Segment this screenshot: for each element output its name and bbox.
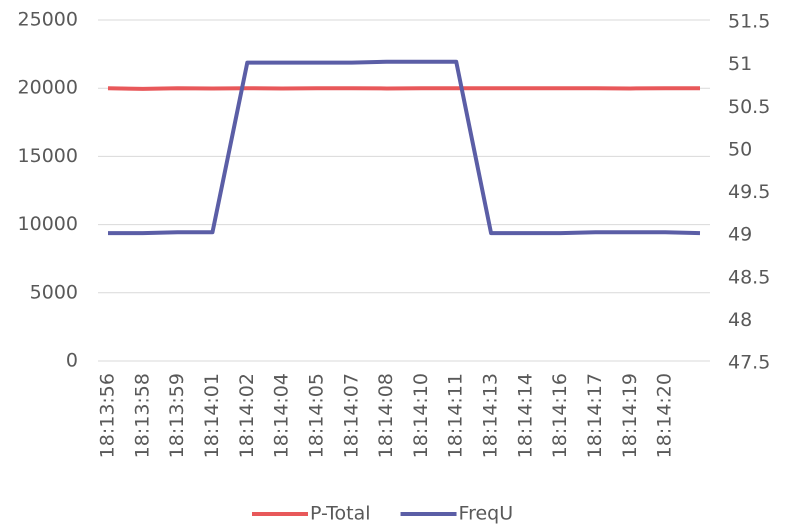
x-tick-label: 18:14:20 (654, 373, 676, 458)
y-tick-label: 20000 (18, 77, 78, 99)
x-tick-label: 18:14:13 (480, 373, 502, 458)
x-tick-label: 18:13:56 (97, 373, 119, 458)
y2-tick-label: 48.5 (728, 266, 770, 288)
y2-tick-label: 49 (728, 224, 752, 246)
legend-label: P-Total (310, 503, 371, 525)
y-tick-label: 10000 (18, 213, 78, 235)
y2-tick-label: 50.5 (728, 96, 770, 118)
y2-tick-label: 51 (728, 53, 752, 75)
y-tick-label: 0 (66, 350, 78, 372)
y2-tick-label: 50 (728, 138, 752, 160)
y2-tick-label: 47.5 (728, 352, 770, 374)
x-tick-label: 18:14:14 (514, 373, 536, 458)
x-tick-label: 18:14:11 (445, 373, 467, 458)
x-tick-label: 18:14:16 (549, 373, 571, 458)
x-tick-label: 18:14:04 (271, 373, 293, 458)
y-tick-label: 15000 (18, 145, 78, 167)
x-tick-label: 18:14:07 (340, 373, 362, 458)
y2-tick-label: 48 (728, 309, 752, 331)
x-tick-label: 18:14:10 (410, 373, 432, 458)
series-line (107, 86, 700, 91)
x-tick-label: 18:13:58 (131, 373, 153, 458)
y2-tick-label: 51.5 (728, 11, 770, 33)
x-tick-label: 18:14:08 (375, 373, 397, 458)
x-tick-label: 18:14:01 (201, 373, 223, 458)
legend-label: FreqU (459, 503, 514, 525)
x-tick-label: 18:14:19 (619, 373, 641, 458)
series-line (108, 59, 701, 236)
x-tick-label: 18:13:59 (166, 373, 188, 458)
x-tick-label: 18:14:05 (305, 373, 327, 458)
x-tick-label: 18:14:02 (236, 373, 258, 458)
x-tick-label: 18:14:17 (584, 373, 606, 458)
y-tick-label: 5000 (30, 281, 78, 303)
y2-tick-label: 49.5 (728, 181, 770, 203)
y-tick-label: 25000 (18, 9, 78, 31)
